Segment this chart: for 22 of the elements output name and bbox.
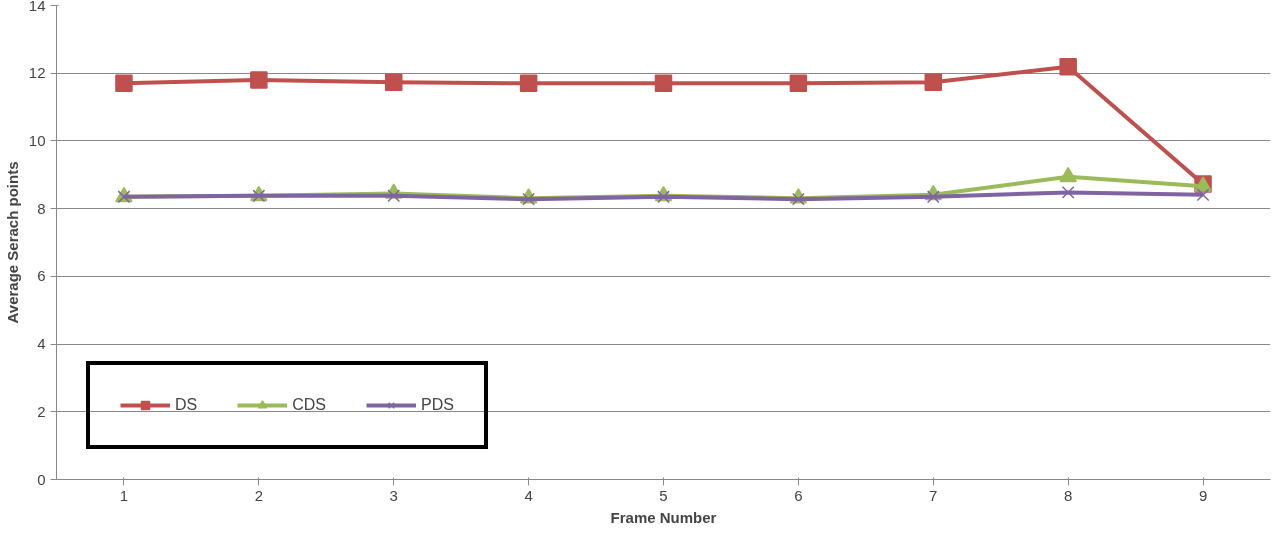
x-tick-label: 7 (929, 486, 938, 504)
x-tick-label: 2 (254, 486, 264, 504)
x-tick-label: 5 (659, 486, 668, 504)
legend-label: PDS (421, 396, 454, 414)
x-tick-label: 4 (524, 486, 533, 504)
legend-label: DS (175, 396, 198, 414)
x-tick-label: 6 (794, 486, 803, 504)
y-tick-label: 6 (37, 267, 46, 285)
y-tick-label: 2 (37, 402, 46, 420)
y-tick-label: 10 (28, 131, 46, 149)
legend-label: CDS (292, 396, 327, 414)
x-tick-label: 9 (1198, 486, 1208, 504)
y-tick-label: 12 (28, 64, 46, 82)
y-tick-label: 0 (37, 470, 46, 488)
y-tick-label: 14 (28, 0, 46, 14)
x-tick-label: 3 (389, 486, 398, 504)
y-tick-label: 8 (37, 199, 46, 217)
y-tick-label: 4 (37, 335, 46, 353)
x-tick-label: 1 (119, 486, 129, 504)
x-tick-label: 8 (1064, 486, 1073, 504)
x-axis-title: Frame Number (610, 508, 717, 526)
y-axis-title: Average Serach points (3, 161, 21, 324)
